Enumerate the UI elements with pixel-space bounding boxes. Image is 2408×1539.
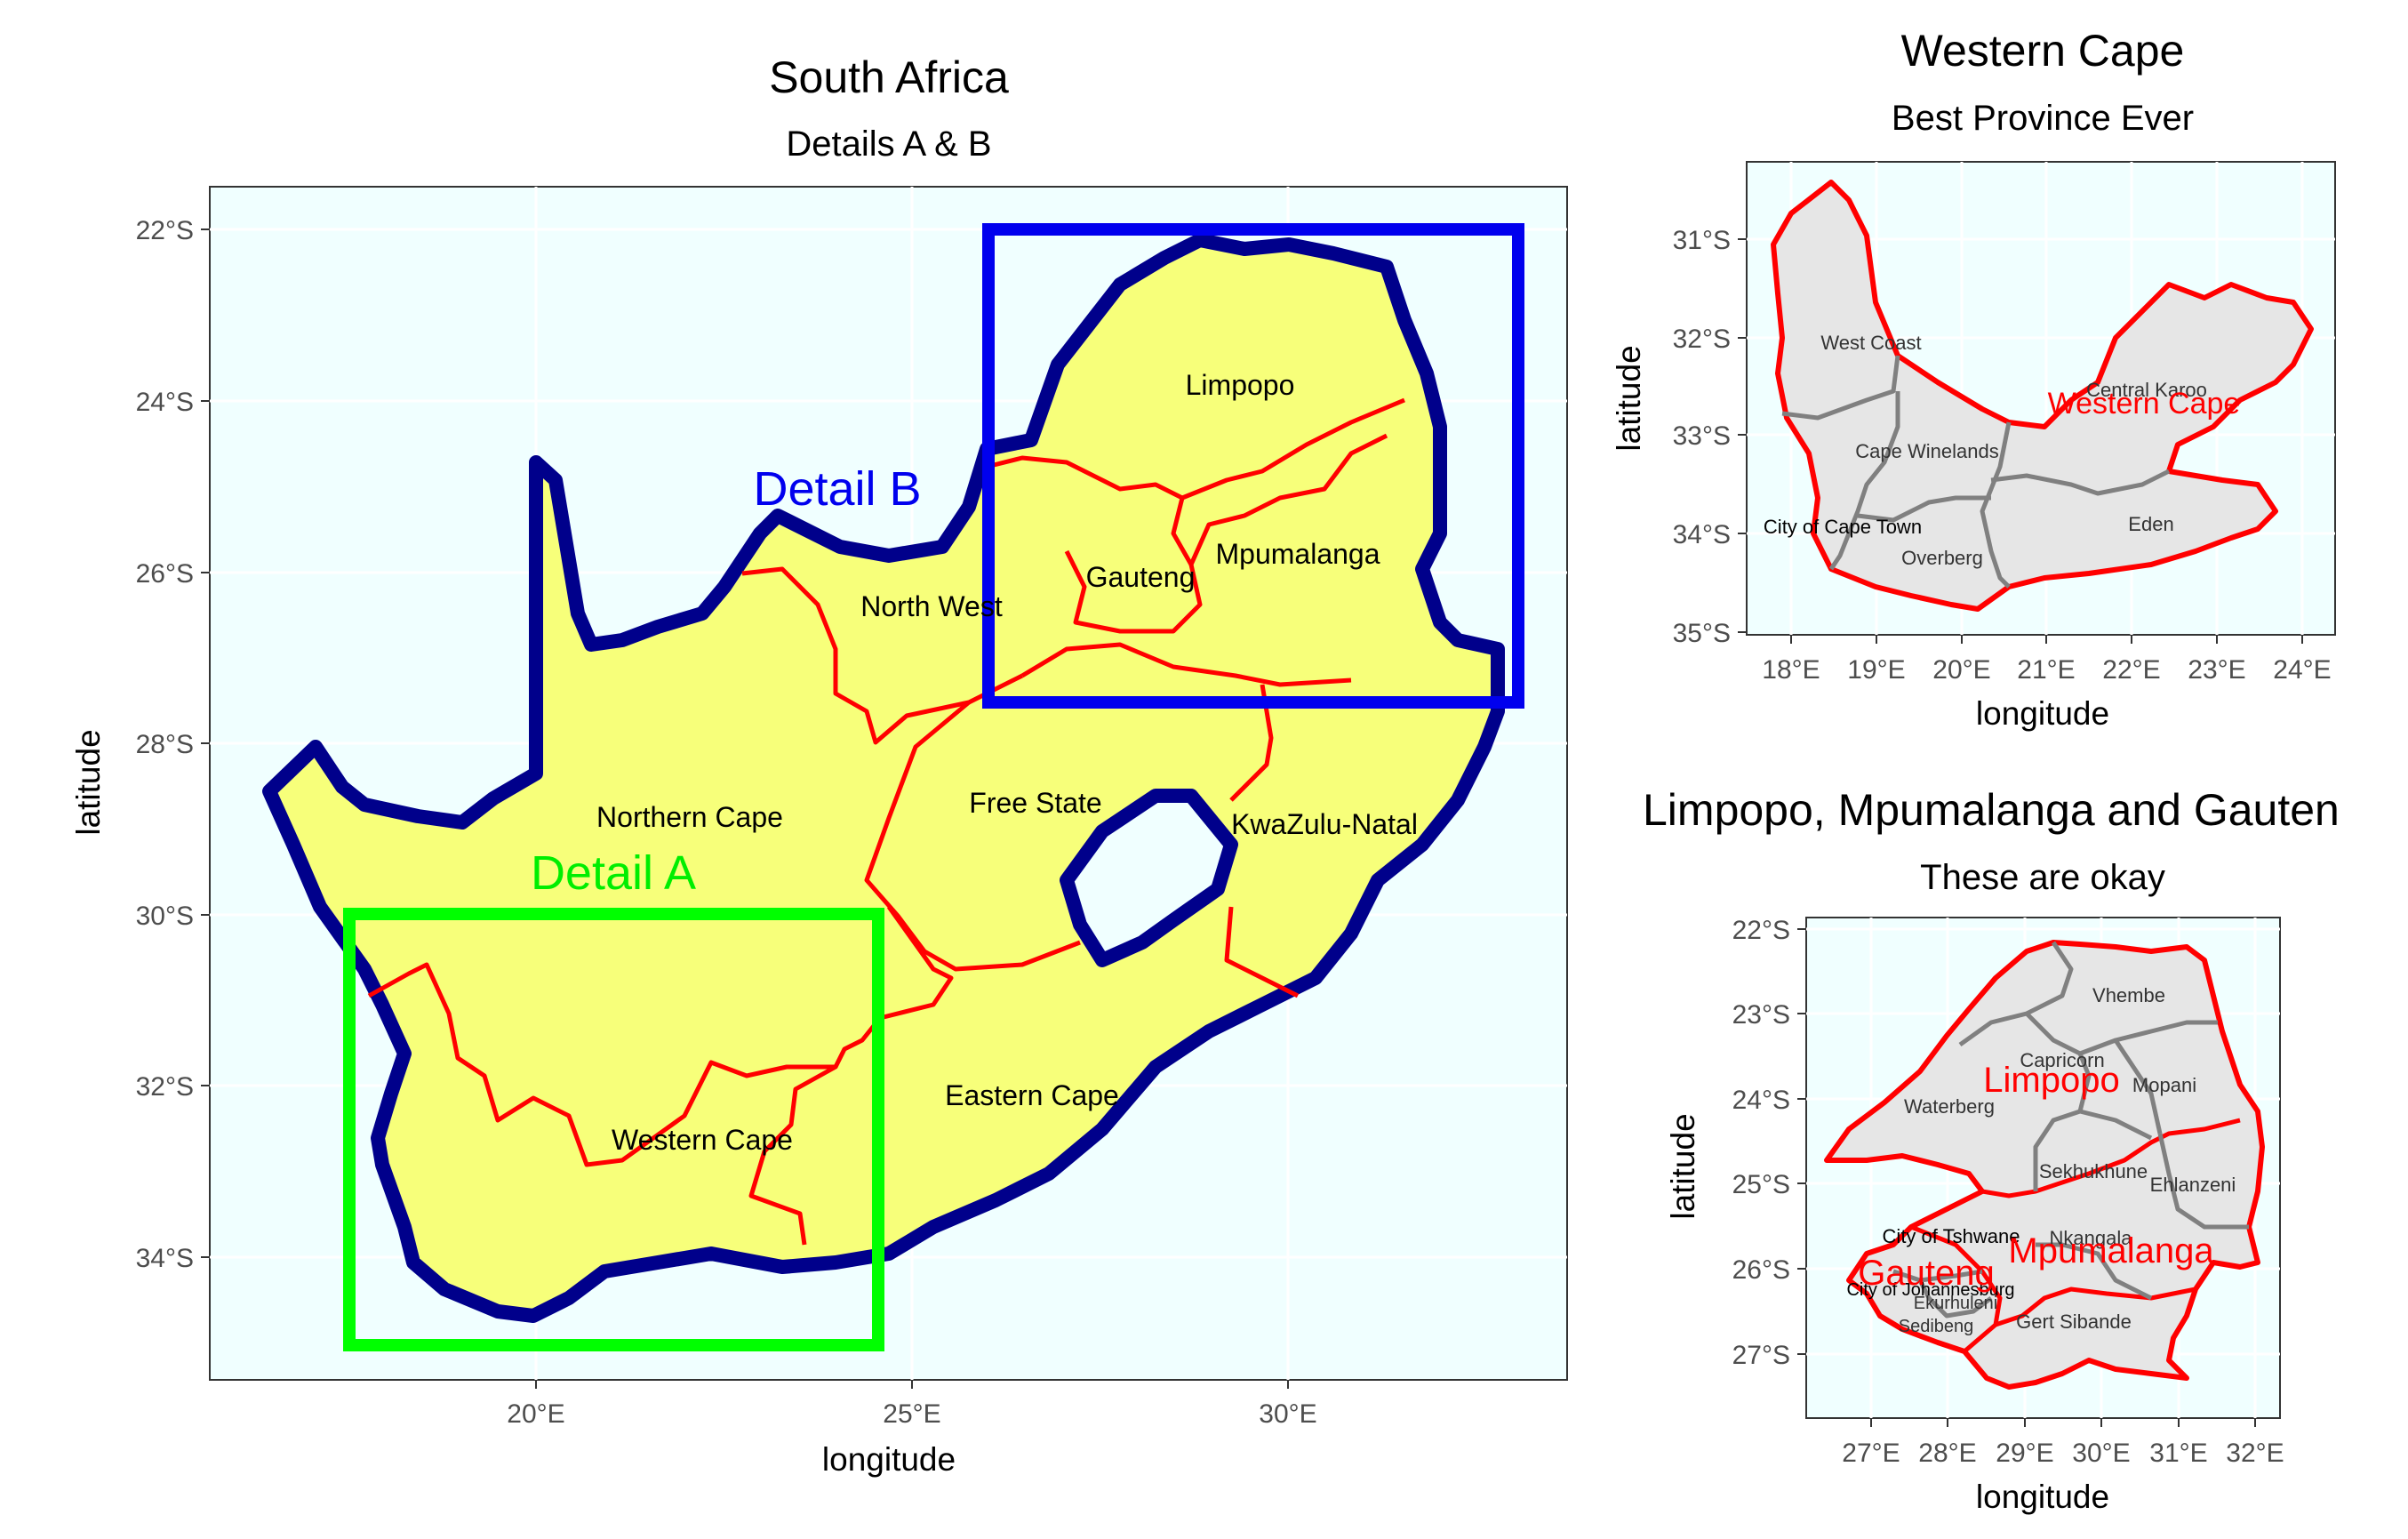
- district-ekurhuleni: Ekurhuleni: [1914, 1294, 1998, 1313]
- western-cape-y-tick: 34°S: [1673, 520, 1731, 549]
- district-capricorn: Capricorn: [2020, 1049, 2104, 1071]
- western-cape-y-tick: 33°S: [1673, 421, 1731, 451]
- detail-a-label: Detail A: [531, 846, 696, 900]
- label-mpumalanga-province: Mpumalanga: [2008, 1231, 2214, 1270]
- limpopo-ticks: [1797, 928, 2256, 1427]
- main-y-tick: 30°S: [136, 902, 194, 931]
- main-subtitle: Details A & B: [786, 124, 991, 164]
- western-cape-y-tick: 35°S: [1673, 619, 1731, 648]
- main-x-axis-title: longitude: [822, 1441, 956, 1478]
- limpopo-x-tick: 29°E: [1996, 1439, 2053, 1468]
- main-x-axis: 20°E 25°E 30°E: [507, 1380, 1317, 1429]
- south-africa-map: [262, 233, 1505, 1323]
- limpopo-district-borders: [1892, 941, 2249, 1319]
- main-x-tick: 25°E: [883, 1399, 940, 1429]
- district-nkangala: Nkangala: [2050, 1227, 2133, 1249]
- province-borders: [367, 397, 1405, 1246]
- limpopo-subtitle: These are okay: [1920, 858, 2165, 897]
- limpopo-x-tick: 30°E: [2072, 1439, 2130, 1468]
- district-overberg: Overberg: [1901, 547, 1983, 569]
- western-cape-title: Western Cape: [1901, 26, 2185, 76]
- western-cape-district-borders: [1781, 355, 2171, 589]
- limpopo-y-tick: 24°S: [1732, 1086, 1790, 1115]
- western-cape-x-tick: 22°E: [2102, 655, 2160, 685]
- main-y-tick: 24°S: [136, 388, 194, 417]
- district-city-of-cape-town: City of Cape Town: [1764, 516, 1922, 538]
- main-x-tick: 20°E: [507, 1399, 564, 1429]
- label-western-cape: Western Cape: [612, 1124, 793, 1156]
- label-free-state: Free State: [969, 787, 1101, 819]
- district-central-karoo: Central Karoo: [2086, 379, 2207, 401]
- district-vhembe: Vhembe: [2092, 984, 2165, 1006]
- district-ehlanzeni: Ehlanzeni: [2150, 1174, 2236, 1196]
- limpopo-y-axis-title: latitude: [1665, 1113, 1701, 1219]
- main-y-tick: 28°S: [136, 730, 194, 759]
- western-cape-x-tick: 23°E: [2188, 655, 2245, 685]
- label-northern-cape: Northern Cape: [596, 801, 783, 833]
- main-y-tick: 34°S: [136, 1244, 194, 1273]
- main-map-panel: South Africa Details A & B: [70, 52, 1568, 1478]
- district-gert-sibande: Gert Sibande: [2016, 1311, 2132, 1333]
- main-y-tick: 32°S: [136, 1072, 194, 1102]
- limpopo-x-tick: 28°E: [1918, 1439, 1976, 1468]
- district-eden: Eden: [2128, 513, 2173, 535]
- western-cape-x-tick: 19°E: [1847, 655, 1905, 685]
- limpopo-x-axis-title: longitude: [1976, 1479, 2109, 1515]
- district-sedibeng: Sedibeng: [1899, 1317, 1974, 1336]
- western-cape-x-tick: 20°E: [1932, 655, 1990, 685]
- district-cape-winelands: Cape Winelands: [1855, 440, 1998, 462]
- western-cape-x-tick: 21°E: [2017, 655, 2075, 685]
- limpopo-panel: Limpopo, Mpumalanga and Gauten These are…: [1643, 785, 2340, 1515]
- western-cape-y-axis-title: latitude: [1611, 345, 1647, 451]
- main-y-tick: 26°S: [136, 559, 194, 589]
- western-cape-subtitle: Best Province Ever: [1892, 99, 2194, 138]
- detail-b-box: [982, 223, 1524, 709]
- limpopo-mpumalanga-gauteng-map: [1824, 940, 2265, 1390]
- label-north-west: North West: [860, 590, 1003, 622]
- label-limpopo: Limpopo: [1186, 369, 1295, 401]
- main-y-axis-title: latitude: [70, 729, 107, 835]
- label-eastern-cape: Eastern Cape: [945, 1079, 1119, 1111]
- main-x-tick: 30°E: [1259, 1399, 1316, 1429]
- district-west-coast: West Coast: [1820, 332, 1921, 354]
- district-mopani: Mopani: [2132, 1074, 2196, 1096]
- limpopo-y-tick: 22°S: [1732, 916, 1790, 945]
- lesotho-enclave: [1060, 789, 1238, 967]
- limpopo-x-tick: 27°E: [1842, 1439, 1900, 1468]
- district-city-of-johannesburg: City of Johannesburg: [1846, 1280, 2014, 1300]
- district-waterberg: Waterberg: [1904, 1095, 1995, 1118]
- limpopo-x-tick: 32°E: [2226, 1439, 2284, 1468]
- western-cape-y-tick: 32°S: [1673, 325, 1731, 354]
- label-gauteng-province: Gauteng: [1858, 1254, 1994, 1293]
- western-cape-x-axis-title: longitude: [1976, 695, 2109, 732]
- western-cape-x-tick: 18°E: [1762, 655, 1820, 685]
- main-y-axis: 22°S 24°S 26°S 28°S 30°S 32°S 34°S: [136, 216, 210, 1273]
- detail-a-box: [343, 908, 884, 1351]
- limpopo-x-tick: 31°E: [2149, 1439, 2207, 1468]
- western-cape-map: [1771, 180, 2314, 612]
- western-cape-y-tick: 31°S: [1673, 226, 1731, 255]
- western-cape-panel: Western Cape Best Province Ever West Coa…: [1611, 26, 2336, 732]
- western-cape-x-tick: 24°E: [2273, 655, 2331, 685]
- main-y-tick: 22°S: [136, 216, 194, 245]
- label-limpopo-province: Limpopo: [1983, 1061, 2119, 1100]
- western-cape-province-label: Western Cape: [2048, 387, 2241, 421]
- label-kwazulu-natal: KwaZulu-Natal: [1231, 808, 1418, 840]
- limpopo-y-tick: 23°S: [1732, 1000, 1790, 1030]
- western-cape-ticks: [1738, 238, 2303, 644]
- label-gauteng: Gauteng: [1086, 561, 1196, 593]
- label-mpumalanga: Mpumalanga: [1216, 538, 1380, 570]
- district-sekhukhune: Sekhukhune: [2039, 1160, 2148, 1182]
- district-city-of-tshwane: City of Tshwane: [1883, 1225, 2020, 1247]
- limpopo-title: Limpopo, Mpumalanga and Gauten: [1643, 785, 2340, 835]
- limpopo-y-tick: 25°S: [1732, 1170, 1790, 1199]
- detail-b-label: Detail B: [753, 462, 921, 516]
- limpopo-y-tick: 27°S: [1732, 1341, 1790, 1370]
- main-title: South Africa: [769, 52, 1009, 102]
- limpopo-y-tick: 26°S: [1732, 1255, 1790, 1285]
